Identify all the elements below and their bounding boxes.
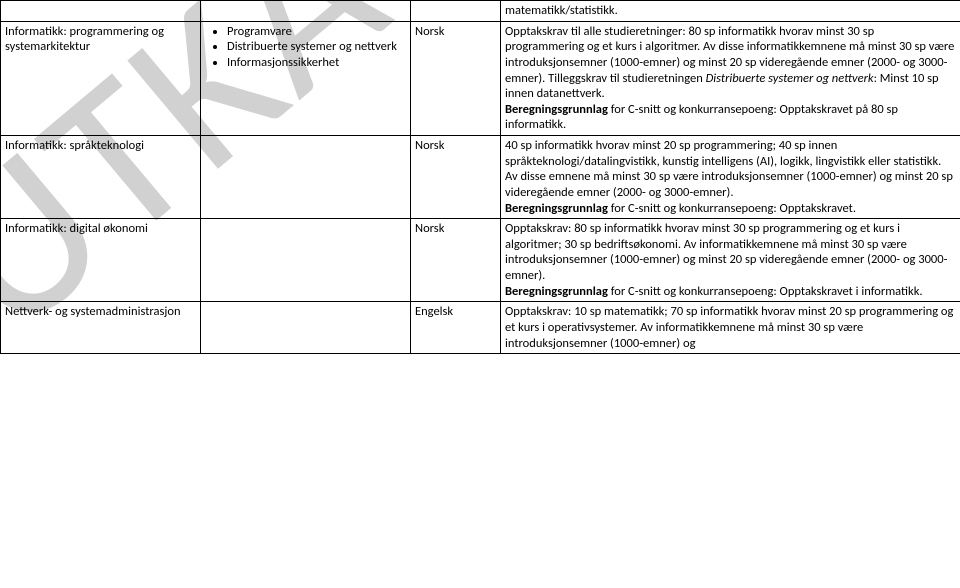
list-item: Informasjonssikkerhet: [227, 55, 406, 71]
requirements-table: matematikk/statistikk. Informatikk: progr…: [0, 0, 960, 354]
specializations-cell: [201, 136, 411, 219]
program-name-cell: Nettverk- og systemadministrasjon: [1, 302, 201, 354]
language-cell: Norsk: [411, 219, 501, 302]
list-item: Distribuerte systemer og nettverk: [227, 39, 406, 55]
table-row: matematikk/statistikk.: [1, 1, 960, 22]
table-row: Informatikk: språkteknologi Norsk40 sp in…: [1, 136, 960, 219]
program-name-cell: Informatikk: digital økonomi: [1, 219, 201, 302]
requirements-cell: matematikk/statistikk.: [501, 1, 960, 22]
language-cell: [411, 1, 501, 22]
specializations-cell: [201, 219, 411, 302]
specializations-list: ProgramvareDistribuerte systemer og nett…: [205, 24, 406, 71]
requirements-cell: Opptakskrav til alle studieretninger: 80…: [501, 21, 960, 135]
language-cell: Norsk: [411, 136, 501, 219]
table-row: Informatikk: programmering og systemarki…: [1, 21, 960, 135]
language-cell: Engelsk: [411, 302, 501, 354]
specializations-cell: [201, 302, 411, 354]
requirements-cell: Opptakskrav: 10 sp matematikk; 70 sp inf…: [501, 302, 960, 354]
program-name-cell: Informatikk: programmering og systemarki…: [1, 21, 201, 135]
specializations-cell: ProgramvareDistribuerte systemer og nett…: [201, 21, 411, 135]
list-item: Programvare: [227, 24, 406, 40]
program-name-cell: Informatikk: språkteknologi: [1, 136, 201, 219]
specializations-cell: [201, 1, 411, 22]
requirements-cell: Opptakskrav: 80 sp informatikk hvorav mi…: [501, 219, 960, 302]
table-row: Informatikk: digital økonomi NorskOpptaks…: [1, 219, 960, 302]
table-row: Nettverk- og systemadministrasjon Engelsk…: [1, 302, 960, 354]
program-name-cell: [1, 1, 201, 22]
language-cell: Norsk: [411, 21, 501, 135]
requirements-cell: 40 sp informatikk hvorav minst 20 sp pro…: [501, 136, 960, 219]
